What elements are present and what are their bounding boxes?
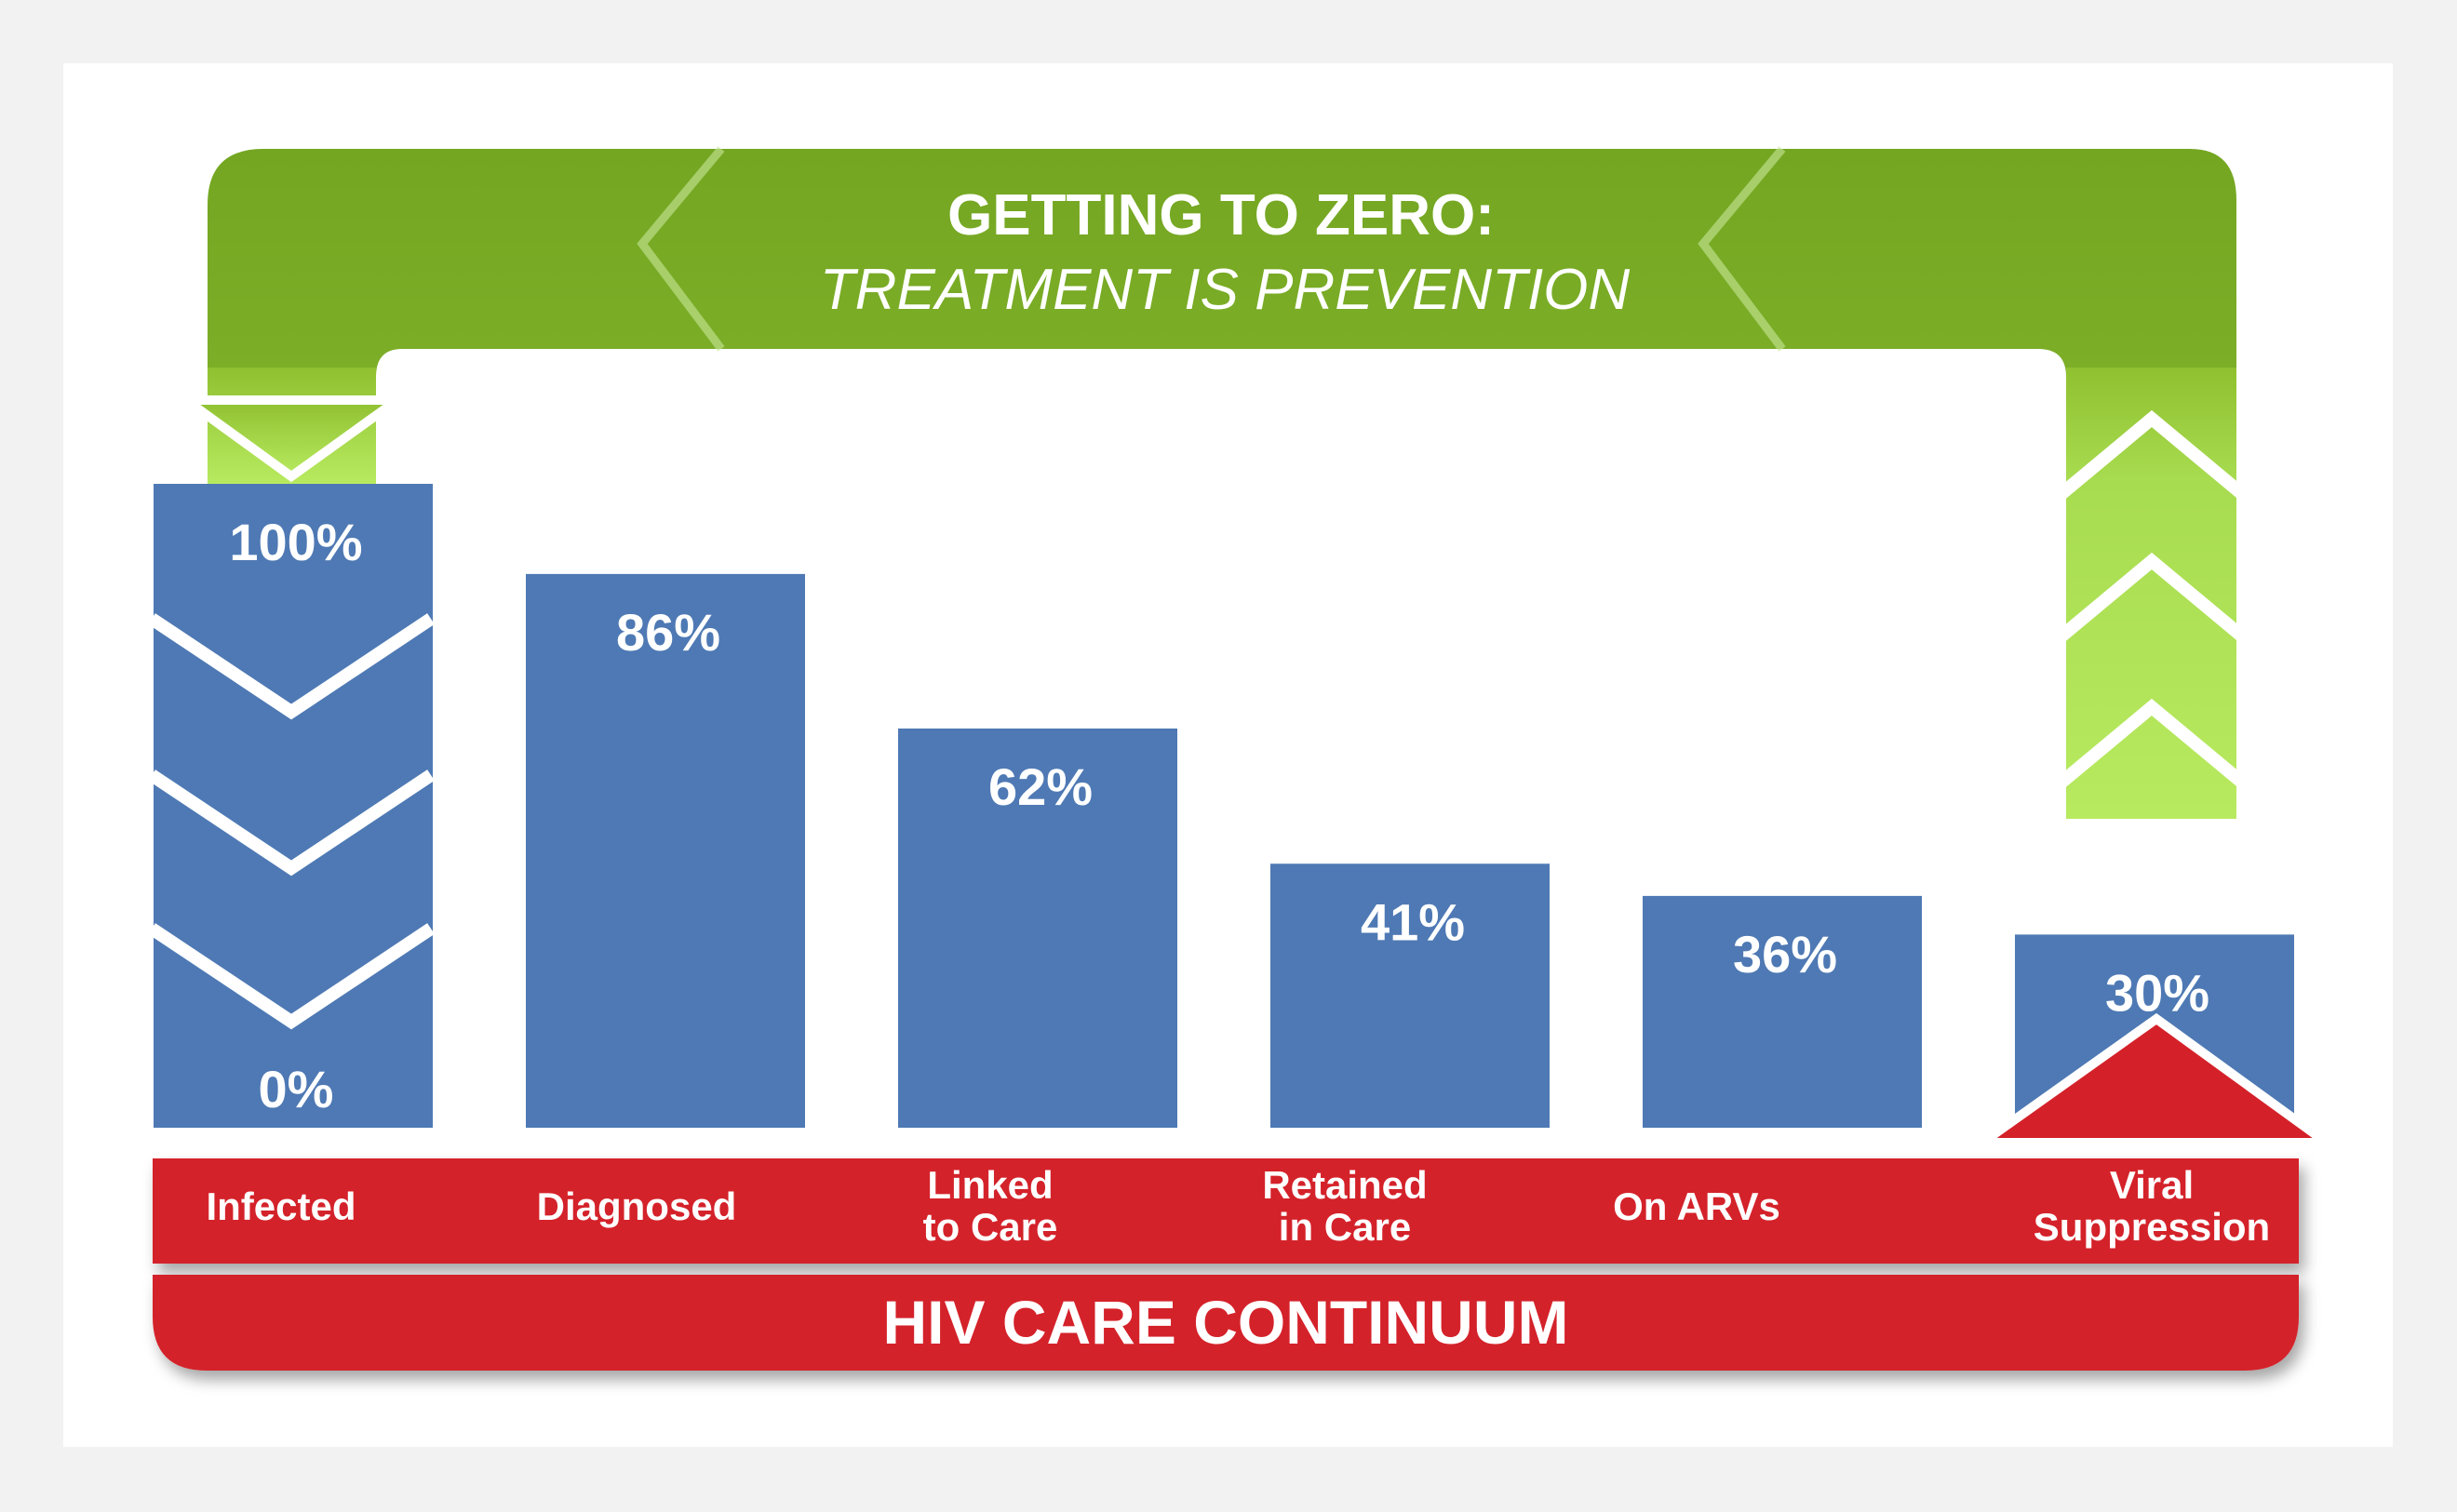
infected-top-label: 100%	[229, 513, 362, 571]
bar-on-arvs	[1643, 895, 1922, 1128]
up-chevron-icon	[2052, 552, 2251, 646]
category-label: Viral Suppression	[2034, 1163, 2270, 1249]
banner-chevron-right	[1698, 146, 1786, 352]
category-label: Retained in Care	[1262, 1163, 1427, 1249]
banner-chevron-left	[637, 146, 725, 352]
category-label: Infected	[206, 1184, 356, 1228]
banner-title: GETTING TO ZERO:	[947, 183, 1495, 248]
footer-band: HIV CARE CONTINUUM	[153, 1275, 2299, 1371]
getting-to-zero-arrow: GETTING TO ZERO: TREATMENT IS PREVENTION	[171, 146, 2251, 819]
down-chevron-icon	[148, 613, 435, 720]
banner-subtitle: TREATMENT IS PREVENTION	[820, 258, 1631, 322]
bar-value-label: 62%	[988, 757, 1093, 816]
footer-title: HIV CARE CONTINUUM	[883, 1288, 1569, 1357]
green-right-leg	[2066, 368, 2236, 819]
down-chevron-icon	[148, 923, 435, 1030]
bar-value-label: 36%	[1733, 925, 1837, 983]
bar-value-label: 30%	[2105, 963, 2209, 1022]
footer-background	[153, 1275, 2299, 1371]
category-band-background	[153, 1158, 2299, 1264]
bar-retained-in-care	[1270, 863, 1550, 1128]
red-up-triangle-icon	[1967, 1012, 2342, 1147]
bar-diagnosed	[526, 573, 805, 1128]
green-down-arrowhead-icon	[171, 395, 412, 483]
up-chevron-icon	[2052, 409, 2251, 503]
bar-linked-to-care	[898, 728, 1177, 1128]
bar-value-label: 86%	[616, 603, 720, 662]
category-label: Diagnosed	[537, 1184, 737, 1228]
up-chevron-icon	[2052, 698, 2251, 792]
infected-bar-decoration: 100% 0%	[148, 513, 435, 1118]
down-chevron-icon	[148, 769, 435, 876]
category-label: Linked to Care	[923, 1163, 1058, 1249]
category-labels: Infected Diagnosed Linked to Care Retained in…	[206, 1163, 2270, 1249]
bar-value-label: 41%	[1361, 892, 1465, 951]
category-label: On ARVs	[1613, 1184, 1780, 1228]
infected-bottom-label: 0%	[259, 1060, 334, 1118]
green-arc	[208, 149, 2236, 819]
category-band: Infected Diagnosed Linked to Care Retained in…	[153, 1158, 2299, 1264]
